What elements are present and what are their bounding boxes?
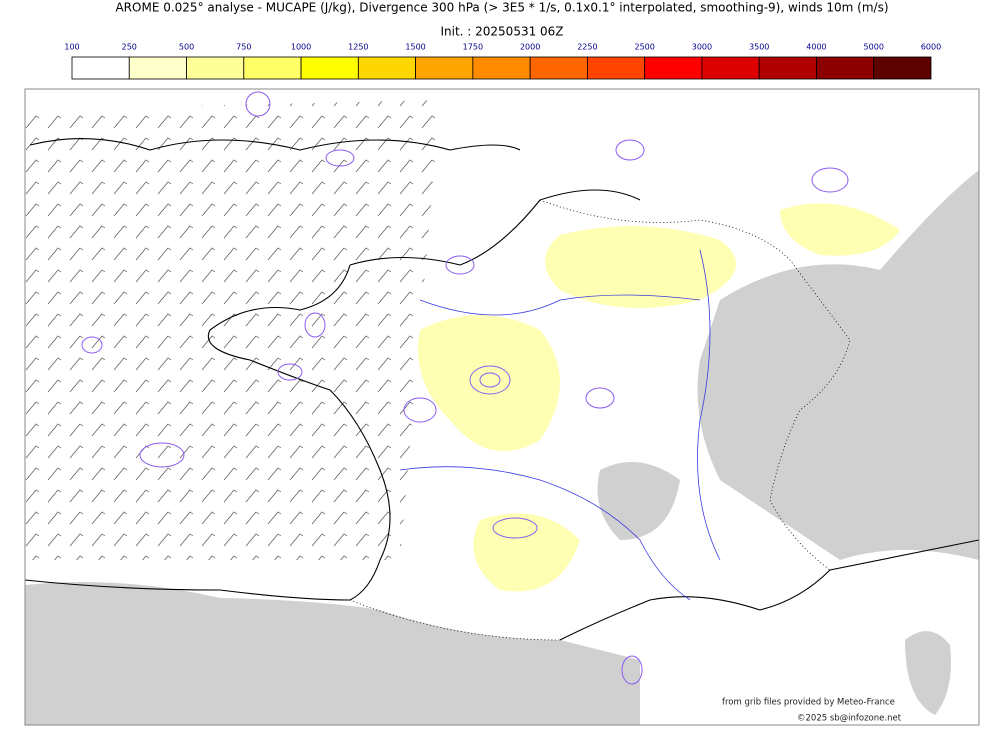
map-frame — [24, 88, 980, 726]
colorbar-tick-label: 4000 — [806, 43, 826, 52]
colorbar-bin — [243, 56, 302, 80]
colorbar-bin — [587, 56, 646, 80]
colorbar-bin — [71, 56, 130, 80]
colorbar: 100 250 500 750 1000 1250 1500 1750 2000 2250 2500… — [64, 43, 941, 80]
colorbar-tick-label: 250 — [122, 43, 137, 52]
colorbar-tick-label: 1750 — [463, 43, 483, 52]
colorbar-tick-label: 2000 — [520, 43, 540, 52]
colorbar-tick-label: 500 — [179, 43, 194, 52]
colorbar-tick-label: 6000 — [921, 43, 941, 52]
title: AROME 0.025° analyse - MUCAPE (J/kg), Di… — [115, 1, 888, 15]
colorbar-bin — [415, 56, 474, 80]
colorbar-tick-label: 100 — [64, 43, 79, 52]
colorbar-bin — [758, 56, 817, 80]
colorbar-tick-label: 3000 — [692, 43, 712, 52]
colorbar-tick-label: 5000 — [864, 43, 884, 52]
colorbar-tick-label: 1000 — [291, 43, 311, 52]
colorbar-tick-label: 3500 — [749, 43, 769, 52]
map-area — [25, 89, 979, 725]
colorbar-bin — [644, 56, 703, 80]
colorbar-bin — [873, 56, 932, 80]
credit: ©2025 sb@infozone.net — [797, 714, 902, 724]
colorbar-tick-label: 1250 — [348, 43, 368, 52]
colorbar-bin — [128, 56, 187, 80]
colorbar-bin — [529, 56, 588, 80]
colorbar-bin — [357, 56, 417, 80]
colorbar-bin — [300, 56, 359, 80]
colorbar-tick-label: 1500 — [405, 43, 425, 52]
colorbar-bin — [186, 56, 245, 80]
colorbar-tick-label: 750 — [236, 43, 251, 52]
credit: from grib files provided by Meteo-France — [722, 698, 895, 708]
colorbar-bin — [701, 56, 760, 80]
colorbar-tick-label: 2250 — [577, 43, 597, 52]
colorbar-bin — [816, 56, 875, 80]
subtitle: Init. : 20250531 06Z — [440, 25, 563, 39]
colorbar-tick-label: 2500 — [634, 43, 654, 52]
colorbar-bin — [472, 56, 531, 80]
